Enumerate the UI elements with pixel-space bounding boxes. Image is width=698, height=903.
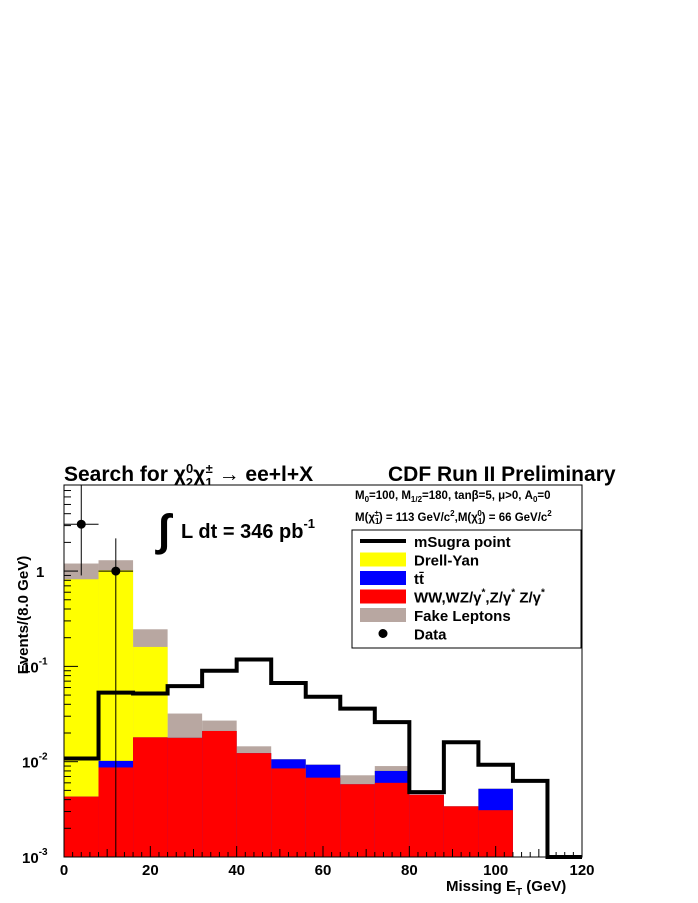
integral-sign: ∫ [155,506,174,555]
x-tick-label-100: 100 [483,862,508,879]
stacked-bars [64,560,513,857]
experiment-label: CDF Run II Preliminary [388,463,616,486]
bar-ww-wz-z-z--11 [443,806,479,857]
x-tick-label-20: 20 [142,862,159,879]
legend-label-4: Fake Leptons [414,608,511,625]
legend-label-5: Data [414,627,447,644]
chart-title: Search for χ20χ1± → ee+l+X [64,461,313,490]
data-point-0 [76,519,86,529]
luminosity-label: L dt = 346 pb-1 [181,516,315,543]
x-tick-label-40: 40 [228,862,245,879]
bar-ww-wz-z-z--9 [374,782,410,857]
bar-ww-wz-z-z--5 [236,753,272,857]
bar-ww-wz-z-z--10 [409,794,444,857]
signal-step-path [64,657,582,859]
y-tick-label-0: 10-3 [22,847,48,867]
params-line-1: M0=100, M1/2=180, tanβ=5, μ>0, A0=0 [355,490,551,504]
x-tick-label-0: 0 [60,862,68,879]
x-tick-label-120: 120 [569,862,594,879]
y-tick-label-3: 1 [36,564,44,581]
y-tick-label-1: 10-2 [22,752,48,772]
legend-swatch-2 [360,571,406,585]
legend-swatch-1 [360,552,406,567]
x-tick-label-80: 80 [401,862,418,879]
bar-ww-wz-z-z--0 [64,796,99,857]
bar-ww-wz-z-z--6 [271,768,306,857]
x-tick-label-60: 60 [315,862,332,879]
bar-ww-wz-z-z--2 [133,737,168,857]
signal-line [64,657,582,859]
axes: 0 20 40 60 80 100 120 10-3 10-2 10-1 1 [22,484,595,879]
legend-swatch-4 [360,608,406,622]
legend-swatch-3 [360,589,406,604]
y-axis-label: Events/(8.0 GeV) [15,556,32,674]
legend-label-1: Drell-Yan [414,553,479,570]
data-point-1 [111,566,121,576]
legend-box [351,529,582,649]
bar-ww-wz-z-z--4 [202,730,237,857]
params-line-2: M(χ1±) = 113 GeV/c2,M(χ10) = 66 GeV/c2 [355,509,552,526]
bar-ww-wz-z-z--3 [167,737,203,857]
legend-swatch-5 [378,629,388,638]
bar-ww-wz-z-z--8 [340,784,375,857]
legend-label-2: tt̄ [414,571,424,588]
x-axis-label: Missing ET (GeV) [446,878,566,898]
bar-ww-wz-z-z--7 [305,777,341,857]
legend-label-0: mSugra point [414,534,511,551]
legend-label-3: WW,WZ/γ*,Z/γ* Z/γ* [414,588,545,607]
data-points [64,485,134,857]
y-tick-label-2: 10-1 [22,656,48,676]
